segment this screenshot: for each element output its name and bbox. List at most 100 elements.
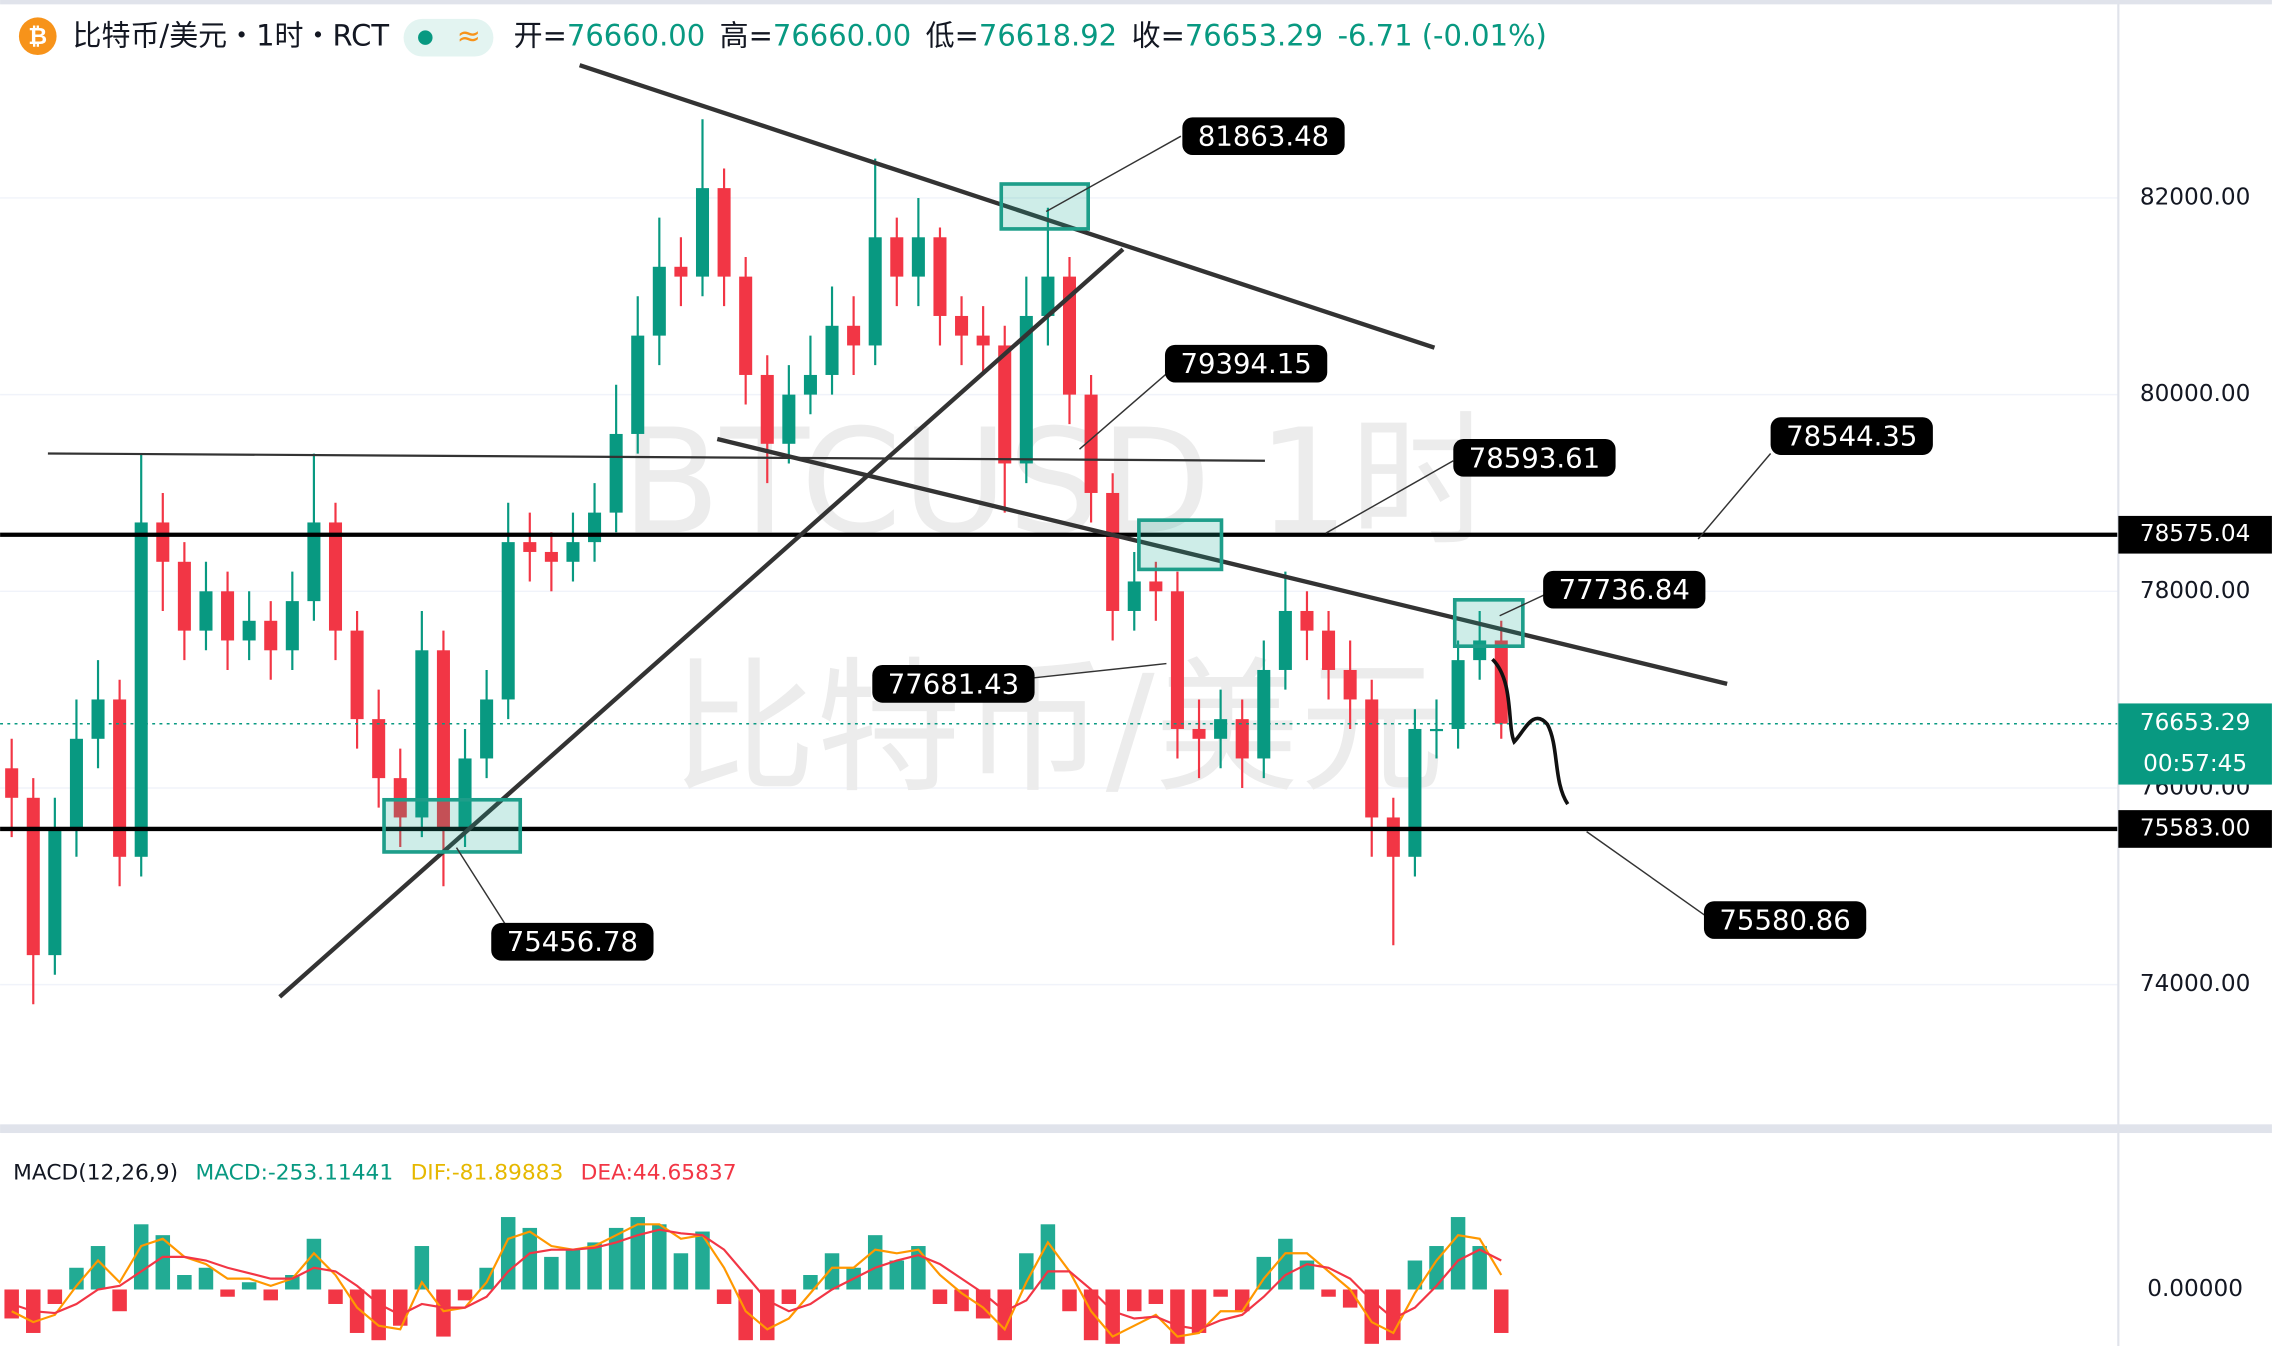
header: ₿ 比特币/美元・1时・RCT ≈ 开= 76660.00 高= 76660.00 低= 76… (18, 17, 1547, 57)
watermark-text: 比特币/美元 (671, 645, 1444, 813)
candle-body (1278, 610, 1292, 670)
macd-bar (457, 1289, 473, 1301)
macd-bar (716, 1289, 732, 1304)
macd-bar (1170, 1289, 1185, 1344)
annotation-leader (1045, 135, 1182, 213)
zone-box (382, 797, 523, 854)
macd-legend-item: DEA:44.65837 (581, 1161, 737, 1186)
candle-body (48, 827, 62, 956)
candle-body (501, 542, 515, 700)
macd-bar (306, 1238, 322, 1290)
candle-body (264, 620, 278, 651)
macd-bar (911, 1246, 926, 1290)
candle-body (1322, 630, 1336, 670)
annotation-leader (1499, 593, 1547, 617)
macd-bar (241, 1282, 257, 1290)
macd-bar (932, 1289, 948, 1304)
annotation-leader (455, 847, 508, 928)
ohlc-label: 收= (1132, 19, 1185, 53)
annotation-leader (1586, 831, 1706, 917)
macd-bar (112, 1289, 127, 1312)
macd-bar (1148, 1289, 1164, 1304)
annotation-label: 78593.61 (1469, 442, 1600, 474)
macd-bar (47, 1289, 63, 1304)
macd-bar (1191, 1289, 1207, 1333)
plot-layer (0, 119, 2119, 1344)
macd-bar (90, 1246, 106, 1290)
annotation-box (1703, 901, 1867, 939)
trend-line (578, 63, 1436, 350)
level-label-bg (2118, 515, 2272, 554)
candle-body (1235, 719, 1249, 759)
y-tick-label: 80000.00 (2140, 380, 2251, 407)
ohlc-label: 高= (720, 19, 773, 53)
macd-bar (673, 1253, 689, 1290)
annotation-leader (1697, 453, 1772, 540)
macd-bar (1127, 1289, 1142, 1312)
y-tick-label: 74000.00 (2140, 970, 2251, 997)
zones (382, 182, 1525, 854)
toggle-icon: ≈ (457, 19, 481, 53)
y-tick-label: 78000.00 (2140, 577, 2251, 604)
annotation-box (491, 922, 654, 961)
candle-body (1408, 728, 1422, 857)
macd-bar (803, 1275, 818, 1290)
zone-box (1137, 518, 1224, 572)
annotation-label: 77681.43 (888, 668, 1019, 700)
candle-body (393, 778, 407, 818)
candle-body (69, 738, 83, 828)
candle-body (1300, 610, 1314, 631)
macd-bar (1019, 1253, 1034, 1290)
level-label: 75583.00 (2140, 814, 2251, 841)
candle-body (285, 601, 299, 651)
candle-body (955, 315, 969, 336)
candle-body (177, 561, 191, 631)
status-dot (418, 30, 433, 45)
ohlc-value: 76618.92 (979, 19, 1117, 53)
candle-body (480, 699, 494, 759)
macd-bar (889, 1260, 905, 1290)
candle-body (1106, 492, 1120, 611)
ohlc-label: 低= (926, 19, 979, 53)
candle-body (803, 374, 817, 395)
watermark: BTCUSD 1时 比特币/美元 (621, 399, 1494, 813)
current-price-bg (2118, 703, 2272, 785)
macd-bar (1472, 1246, 1487, 1290)
candle-body (717, 188, 731, 277)
macd-bar (997, 1289, 1012, 1341)
top-border (0, 0, 2272, 5)
pane-separator (0, 1124, 2272, 1134)
candle-body (825, 325, 839, 375)
candle-body (631, 335, 645, 434)
macd-bar (1450, 1217, 1466, 1290)
candle-body (1494, 640, 1508, 724)
candle-body (1214, 719, 1228, 739)
annotation-box (872, 665, 1035, 703)
candle-body (156, 522, 170, 562)
candle-body (242, 620, 256, 641)
annotation-box (1164, 344, 1328, 383)
candle-body (868, 237, 882, 346)
macd-bar (220, 1289, 235, 1297)
annotation-label: 78544.35 (1786, 421, 1917, 453)
macd-bar (587, 1242, 602, 1290)
annotation-box (1182, 117, 1345, 156)
level-label-bg (2118, 810, 2272, 848)
candle-body (609, 433, 623, 513)
candle-body (221, 591, 235, 641)
candle-body (328, 522, 343, 631)
macd-bar (393, 1289, 408, 1326)
annotation-label: 75580.86 (1719, 904, 1850, 936)
level-label: 78575.04 (2140, 520, 2251, 547)
candle-body (26, 797, 40, 956)
macd-bar (652, 1224, 667, 1290)
symbol-title: 比特币/美元・1时・RCT (73, 19, 390, 53)
candle-body (1257, 669, 1271, 759)
candle-body (458, 758, 472, 828)
candle-body (1127, 581, 1141, 611)
macd-bar (522, 1227, 538, 1290)
macd-bar (760, 1289, 775, 1341)
countdown-label: 00:57:45 (2143, 750, 2247, 777)
